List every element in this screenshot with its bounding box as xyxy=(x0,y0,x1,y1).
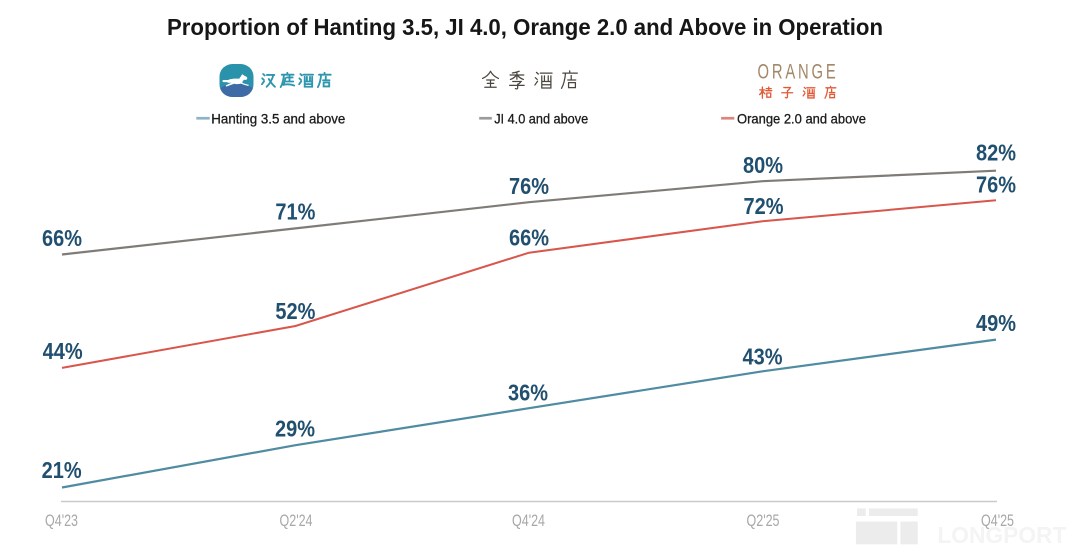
svg-text:76%: 76% xyxy=(509,173,549,199)
svg-text:71%: 71% xyxy=(275,198,315,224)
svg-text:29%: 29% xyxy=(275,416,315,442)
svg-text:Proportion of Hanting 3.5, JI: Proportion of Hanting 3.5, JI 4.0, Orang… xyxy=(167,14,883,40)
svg-text:82%: 82% xyxy=(976,140,1016,166)
svg-text:Q2'25: Q2'25 xyxy=(747,511,780,530)
svg-text:72%: 72% xyxy=(744,193,784,219)
svg-text:Q2'24: Q2'24 xyxy=(280,511,313,530)
svg-text:Q4'24: Q4'24 xyxy=(512,511,545,530)
svg-text:52%: 52% xyxy=(275,298,315,324)
svg-text:Q4'23: Q4'23 xyxy=(45,511,78,530)
svg-text:76%: 76% xyxy=(976,172,1016,198)
svg-text:49%: 49% xyxy=(976,310,1016,336)
svg-text:JI 4.0 and above: JI 4.0 and above xyxy=(494,110,588,126)
svg-text:LONGPORT: LONGPORT xyxy=(937,522,1066,548)
svg-text:43%: 43% xyxy=(743,343,783,369)
svg-text:36%: 36% xyxy=(508,379,548,405)
svg-text:Hanting 3.5 and above: Hanting 3.5 and above xyxy=(211,110,345,126)
svg-text:66%: 66% xyxy=(509,225,549,251)
svg-text:ORANGE: ORANGE xyxy=(758,61,839,84)
svg-text:Q4'25: Q4'25 xyxy=(981,511,1014,530)
svg-text:80%: 80% xyxy=(743,152,783,178)
svg-text:66%: 66% xyxy=(42,225,82,251)
svg-text:Orange 2.0 and above: Orange 2.0 and above xyxy=(737,110,866,126)
svg-text:21%: 21% xyxy=(42,457,82,483)
svg-text:44%: 44% xyxy=(43,338,83,364)
